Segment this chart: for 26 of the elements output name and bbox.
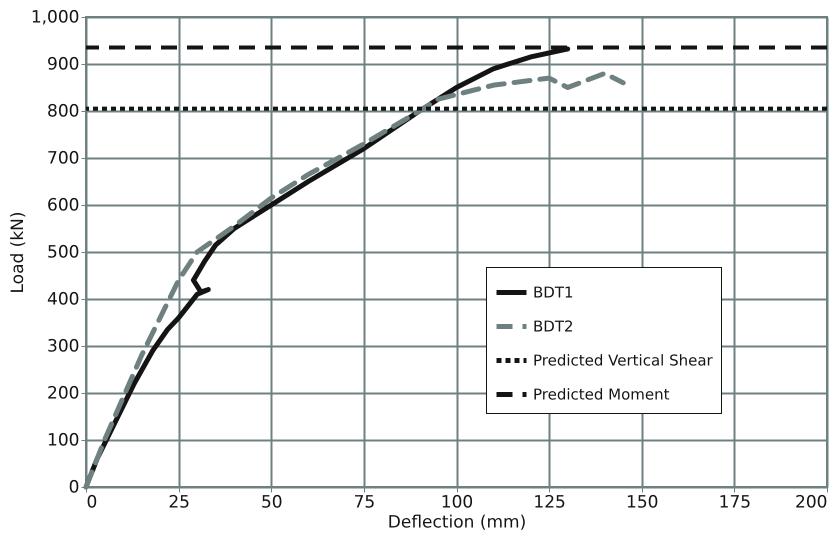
y-tick-label: 800 <box>47 102 80 122</box>
x-tick-label: 150 <box>626 492 658 512</box>
y-axis-title: Load (kN) <box>8 211 28 294</box>
x-tick-label: 0 <box>86 492 98 512</box>
y-tick-label: 600 <box>47 196 80 216</box>
x-tick-label: 200 <box>795 492 828 512</box>
y-tick-label: 200 <box>47 384 80 404</box>
x-tick-label: 25 <box>168 492 190 512</box>
x-axis-title: Deflection (mm) <box>388 512 526 532</box>
y-tick-label: 500 <box>47 242 80 262</box>
y-tick-label: 700 <box>47 148 80 168</box>
x-tick-label: 100 <box>440 492 474 512</box>
legend-label: Predicted Vertical Shear <box>533 352 714 370</box>
y-tick-label: 300 <box>47 336 80 356</box>
x-tick-label: 50 <box>260 492 283 512</box>
x-tick-label: 75 <box>354 492 376 512</box>
y-tick-label: 1,000 <box>30 8 80 28</box>
x-tick-label: 175 <box>718 492 752 512</box>
y-tick-label: 100 <box>47 430 80 450</box>
legend-label: BDT2 <box>533 318 574 336</box>
legend-label: BDT1 <box>533 284 574 302</box>
x-tick-label: 125 <box>533 492 566 512</box>
y-tick-label: 0 <box>68 478 80 498</box>
legend-label: Predicted Moment <box>533 386 670 404</box>
y-tick-label: 900 <box>47 54 80 74</box>
y-tick-label: 400 <box>47 290 80 310</box>
